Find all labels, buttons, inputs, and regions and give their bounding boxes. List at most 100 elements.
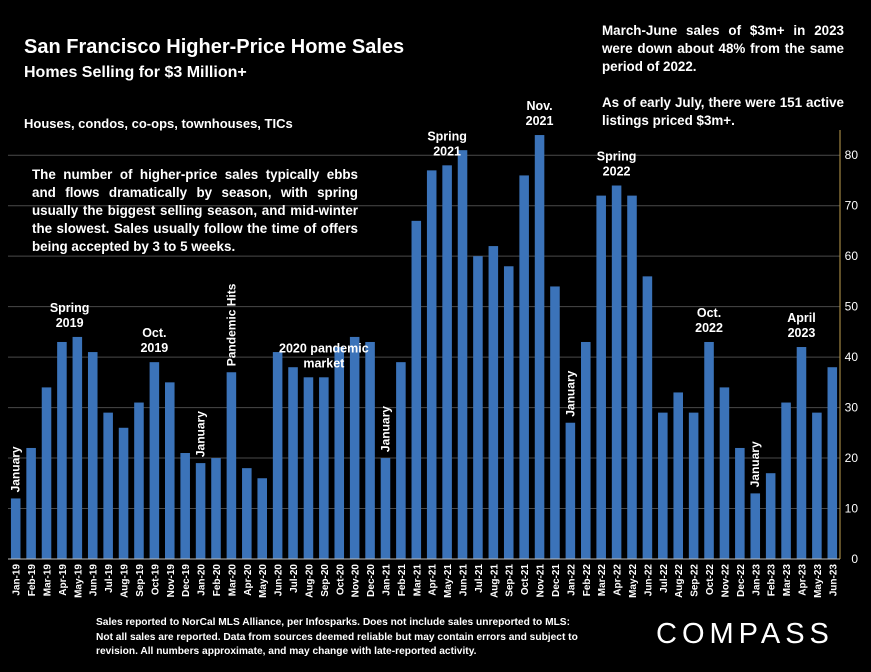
bar: [118, 427, 129, 559]
bar: [796, 347, 807, 559]
x-tick-label: Oct-19: [150, 564, 161, 596]
source-footnote: Sales reported to NorCal MLS Alliance, p…: [96, 617, 578, 657]
bar: [57, 341, 67, 559]
y-tick-label: 50: [845, 300, 859, 314]
x-tick-label: Dec-20: [366, 564, 377, 597]
bar: [457, 150, 468, 559]
bar: [103, 412, 113, 559]
bar: [349, 336, 360, 559]
bar: [41, 387, 52, 559]
bar: [534, 135, 545, 559]
x-tick-label: Apr-19: [58, 564, 69, 596]
x-tick-label: Jul-20: [289, 564, 300, 593]
x-tick-label: Nov-20: [351, 564, 362, 598]
x-tick-label: May-20: [258, 564, 269, 598]
bar: [242, 468, 252, 559]
bar: [380, 458, 391, 559]
x-tick-label: Aug-19: [120, 564, 131, 598]
x-tick-label: Feb-20: [212, 564, 223, 597]
bar: [565, 422, 576, 559]
bar-annotation: Pandemic Hits: [224, 283, 238, 366]
x-tick-label: May-21: [443, 564, 454, 598]
x-tick-label: Mar-21: [412, 564, 423, 597]
x-tick-label: Jan-22: [566, 564, 577, 596]
bar: [827, 367, 838, 559]
x-tick-label: Jun-22: [643, 564, 654, 597]
x-tick-label: Jan-23: [751, 564, 762, 596]
bar-annotation: January: [563, 370, 577, 416]
compass-logo: COMPASS: [656, 618, 834, 650]
bar: [257, 478, 267, 559]
bar-annotation: January: [378, 406, 392, 452]
bar: [596, 195, 606, 560]
x-tick-label: Mar-23: [782, 564, 793, 597]
x-tick-label: Dec-19: [181, 564, 192, 597]
bar: [72, 336, 83, 559]
bar: [211, 458, 221, 559]
x-tick-label: Oct-20: [335, 564, 346, 596]
bar: [781, 402, 791, 559]
bar: [411, 220, 422, 560]
bar: [658, 412, 668, 559]
x-tick-label: Jun-21: [459, 564, 470, 597]
bar-annotation: January: [9, 446, 23, 492]
y-tick-label: 20: [845, 451, 859, 465]
bar-annotation: January: [194, 411, 208, 457]
bar: [704, 341, 714, 559]
x-tick-label: May-22: [628, 564, 639, 598]
bar-annotation: Nov. 2021: [526, 99, 554, 128]
bar: [303, 377, 314, 559]
bar-annotation: January: [748, 441, 762, 487]
x-tick-label: Feb-22: [582, 564, 593, 597]
summary-note: March-June sales of $3m+ in 2023 were do…: [602, 22, 844, 148]
x-tick-label: Feb-19: [27, 564, 38, 597]
x-tick-label: Jul-19: [104, 564, 115, 593]
x-tick-label: Dec-22: [736, 564, 747, 597]
y-tick-label: 70: [845, 199, 859, 213]
bar: [611, 185, 622, 560]
bar: [87, 352, 98, 559]
bar: [226, 372, 237, 559]
x-tick-label: Jun-20: [274, 564, 285, 597]
x-tick-label: Sep-19: [135, 564, 146, 597]
bar-annotation: Oct. 2019: [140, 326, 168, 355]
chart-subtitle: Homes Selling for $3 Million+: [24, 64, 247, 81]
x-tick-label: Apr-23: [797, 564, 808, 596]
bar-annotation: April 2023: [787, 311, 815, 340]
x-tick-label: Sep-22: [690, 564, 701, 597]
bar: [719, 387, 730, 559]
bar: [334, 347, 345, 559]
x-tick-label: Jan-21: [381, 564, 392, 596]
bar: [165, 382, 175, 559]
y-tick-label: 80: [845, 148, 859, 162]
x-tick-label: Feb-23: [767, 564, 778, 597]
bar: [26, 447, 36, 559]
y-tick-label: 30: [845, 401, 859, 415]
seasonality-note: The number of higher-price sales typical…: [32, 167, 358, 254]
y-tick-label: 10: [845, 502, 859, 516]
bar-annotation: Spring 2019: [50, 301, 90, 330]
bar: [627, 195, 637, 560]
bar: [765, 473, 776, 559]
bar: [149, 362, 160, 559]
bar: [519, 175, 529, 559]
x-tick-label: Aug-21: [489, 564, 500, 598]
bar-annotation: Oct. 2022: [695, 306, 723, 335]
x-tick-label: Dec-21: [551, 564, 562, 597]
bar: [134, 402, 144, 559]
x-tick-label: Jun-19: [89, 564, 100, 597]
summary-note-sales-change: March-June sales of $3m+ in 2023 were do…: [602, 23, 844, 74]
bar: [396, 362, 406, 559]
bar: [750, 493, 761, 559]
x-tick-label: Oct-21: [520, 564, 531, 596]
bar: [10, 498, 21, 559]
bar: [426, 170, 437, 559]
x-tick-label: Jan-19: [12, 564, 23, 596]
x-tick-label: Mar-22: [597, 564, 608, 597]
x-tick-label: Mar-20: [227, 564, 238, 597]
y-tick-label: 60: [845, 249, 859, 263]
bar: [812, 412, 822, 559]
x-tick-label: Oct-22: [705, 564, 716, 596]
chart-title: San Francisco Higher-Price Home Sales: [24, 36, 405, 58]
y-tick-label: 40: [845, 350, 859, 364]
